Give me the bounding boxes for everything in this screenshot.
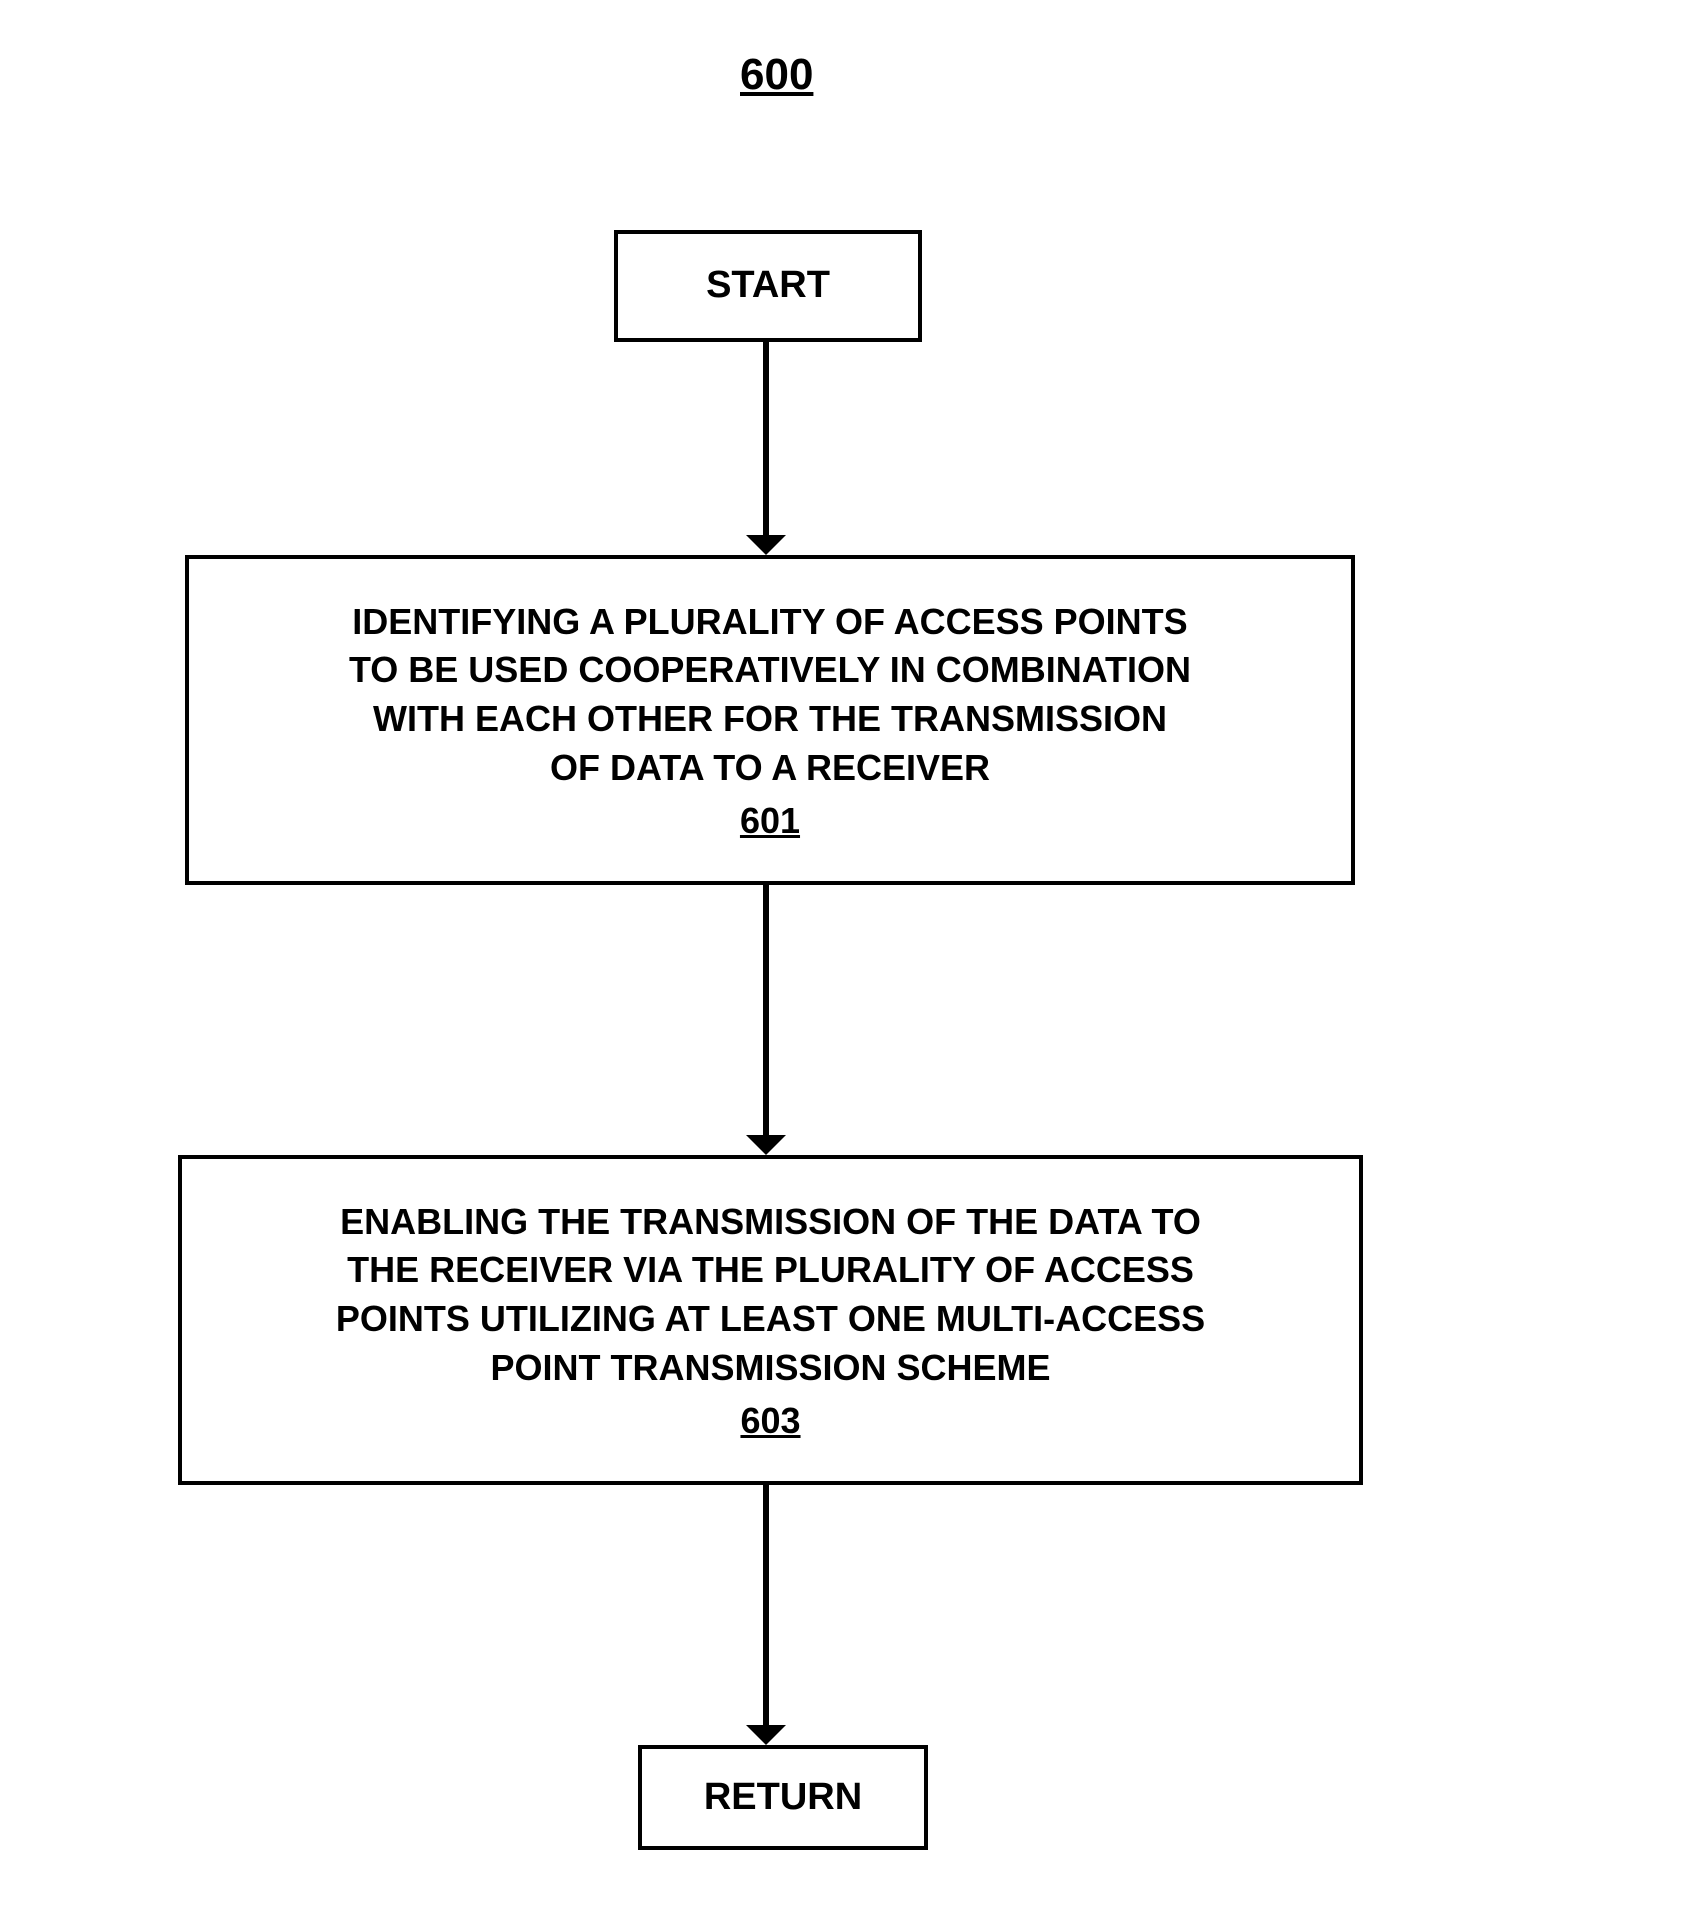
flow-edge-line <box>763 885 769 1135</box>
flow-node-step-603-label: ENABLING THE TRANSMISSION OF THE DATA TO… <box>336 1198 1205 1392</box>
flow-node-step-603: ENABLING THE TRANSMISSION OF THE DATA TO… <box>178 1155 1363 1485</box>
flow-edge-arrowhead <box>746 1725 786 1745</box>
flow-node-step-601: IDENTIFYING A PLURALITY OF ACCESS POINTS… <box>185 555 1355 885</box>
flow-edge-line <box>763 342 769 535</box>
flow-node-start: START <box>614 230 922 342</box>
flow-node-return-label: RETURN <box>704 1772 862 1823</box>
flow-edge-arrowhead <box>746 1135 786 1155</box>
figure-number: 600 <box>740 50 813 100</box>
flow-node-step-601-label: IDENTIFYING A PLURALITY OF ACCESS POINTS… <box>349 598 1191 792</box>
flow-node-start-label: START <box>706 260 830 311</box>
flow-node-step-601-ref: 601 <box>740 800 800 842</box>
flow-edge-arrowhead <box>746 535 786 555</box>
flow-node-return: RETURN <box>638 1745 928 1850</box>
flow-node-step-603-ref: 603 <box>740 1400 800 1442</box>
flow-edge-line <box>763 1485 769 1725</box>
